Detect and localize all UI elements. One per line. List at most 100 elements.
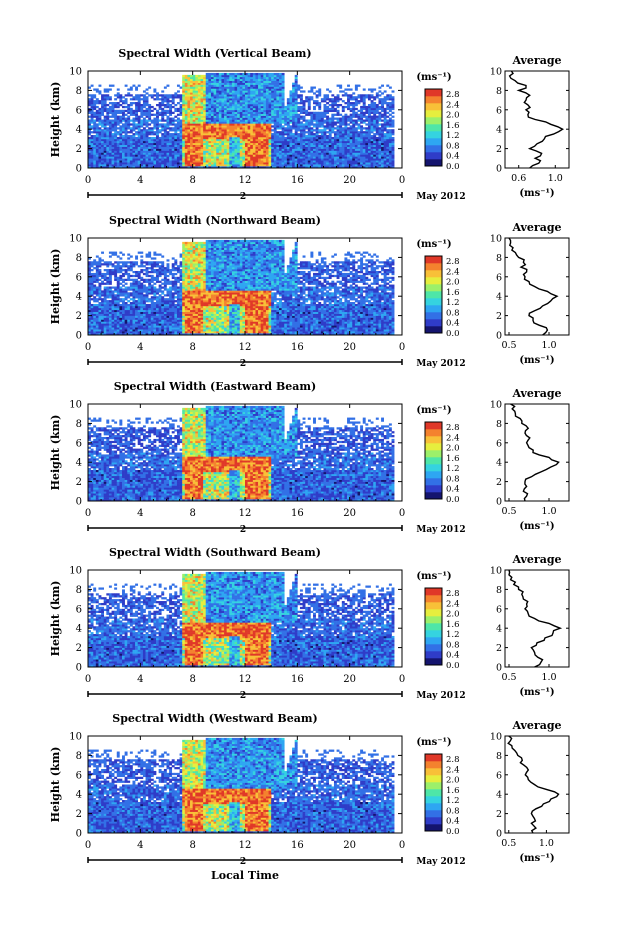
heatmap-cell [169, 123, 172, 125]
heatmap-cell [117, 164, 120, 166]
heatmap-cell [125, 162, 128, 164]
heatmap-cell [106, 141, 109, 143]
heatmap-cell [135, 102, 138, 104]
heatmap-cell [109, 143, 112, 145]
heatmap-cell [140, 125, 143, 127]
heatmap-cell [177, 123, 180, 125]
heatmap-cell [125, 106, 128, 108]
heatmap-cell [203, 149, 206, 151]
heatmap-cell [148, 139, 151, 141]
heatmap-cell [143, 151, 146, 153]
heatmap-cell [135, 87, 138, 89]
heatmap-cell [106, 137, 109, 139]
heatmap-cell [104, 88, 107, 90]
heatmap-cell [174, 151, 177, 153]
heatmap-cell [140, 94, 143, 96]
heatmap-cell [96, 131, 99, 133]
heatmap-cell [201, 79, 204, 81]
heatmap-cell [146, 96, 149, 98]
heatmap-cell [161, 129, 164, 131]
heatmap-cell [130, 129, 133, 131]
heatmap-cell [185, 77, 188, 79]
heatmap-cell [125, 131, 128, 133]
heatmap-cell [172, 160, 175, 162]
heatmap-cell [104, 121, 107, 123]
heatmap-cell [156, 156, 159, 158]
heatmap-cell [177, 152, 180, 154]
heatmap-cell [169, 96, 172, 98]
heatmap-cell [112, 141, 115, 143]
heatmap-cell [185, 110, 188, 112]
heatmap-cell [101, 162, 104, 164]
heatmap-cell [161, 102, 164, 104]
heatmap-cell [112, 145, 115, 147]
heatmap-cell [193, 135, 196, 137]
heatmap-cell [203, 112, 206, 114]
heatmap-cell [130, 147, 133, 149]
heatmap-cell [96, 120, 99, 122]
heatmap-cell [187, 147, 190, 149]
heatmap-cell [127, 120, 130, 122]
heatmap-cell [161, 164, 164, 166]
heatmap-cell [93, 94, 96, 96]
heatmap-cell [193, 100, 196, 102]
heatmap-cell [125, 127, 128, 129]
heatmap-cell [177, 160, 180, 162]
heatmap-cell [146, 160, 149, 162]
heatmap-cell [132, 164, 135, 166]
heatmap-cell [203, 114, 206, 116]
heatmap-cell [101, 102, 104, 104]
heatmap-cell [96, 88, 99, 90]
heatmap-cell [174, 135, 177, 137]
heatmap-cell [143, 127, 146, 129]
heatmap-cell [135, 141, 138, 143]
heatmap-cell [98, 92, 101, 94]
heatmap-cell [122, 137, 125, 139]
heatmap-cell [182, 81, 185, 83]
heatmap-cell [182, 110, 185, 112]
heatmap-cell [169, 147, 172, 149]
heatmap-cell [198, 125, 201, 127]
heatmap-cell [148, 94, 151, 96]
heatmap-cell [174, 125, 177, 127]
heatmap-cell [112, 116, 115, 118]
heatmap-cell [182, 154, 185, 156]
heatmap-cell [203, 143, 206, 145]
heatmap-cell [132, 149, 135, 151]
heatmap-cell [130, 88, 133, 90]
heatmap-cell [193, 129, 196, 131]
heatmap-cell [190, 88, 193, 90]
heatmap-cell [198, 141, 201, 143]
heatmap-cell [114, 121, 117, 123]
heatmap-cell [164, 137, 167, 139]
heatmap-cell [161, 145, 164, 147]
heatmap-cell [112, 152, 115, 154]
heatmap-cell [190, 102, 193, 104]
heatmap-cell [127, 123, 130, 125]
heatmap-cell [156, 94, 159, 96]
heatmap-cell [148, 137, 151, 139]
heatmap-cell [156, 129, 159, 131]
heatmap-cell [146, 125, 149, 127]
heatmap-cell [201, 141, 204, 143]
heatmap-cell [138, 147, 141, 149]
heatmap-cell [98, 102, 101, 104]
heatmap-cell [151, 131, 154, 133]
heatmap-cell [148, 145, 151, 147]
heatmap-cell [198, 90, 201, 92]
heatmap-cell [151, 121, 154, 123]
heatmap-cell [148, 152, 151, 154]
heatmap-cell [174, 149, 177, 151]
heatmap-cell [177, 141, 180, 143]
heatmap-cell [164, 127, 167, 129]
heatmap-cell [203, 152, 206, 154]
heatmap-cell [135, 156, 138, 158]
heatmap-cell [185, 139, 188, 141]
heatmap-cell [104, 108, 107, 110]
heatmap-cell [148, 162, 151, 164]
heatmap-cell [203, 151, 206, 153]
heatmap-cell [201, 96, 204, 98]
heatmap-cell [177, 121, 180, 123]
heatmap-cell [174, 137, 177, 139]
heatmap-cell [172, 164, 175, 166]
